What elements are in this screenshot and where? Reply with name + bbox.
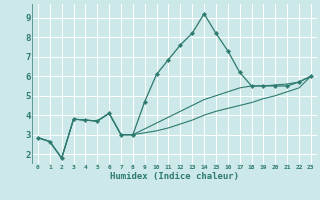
X-axis label: Humidex (Indice chaleur): Humidex (Indice chaleur) [110, 172, 239, 181]
